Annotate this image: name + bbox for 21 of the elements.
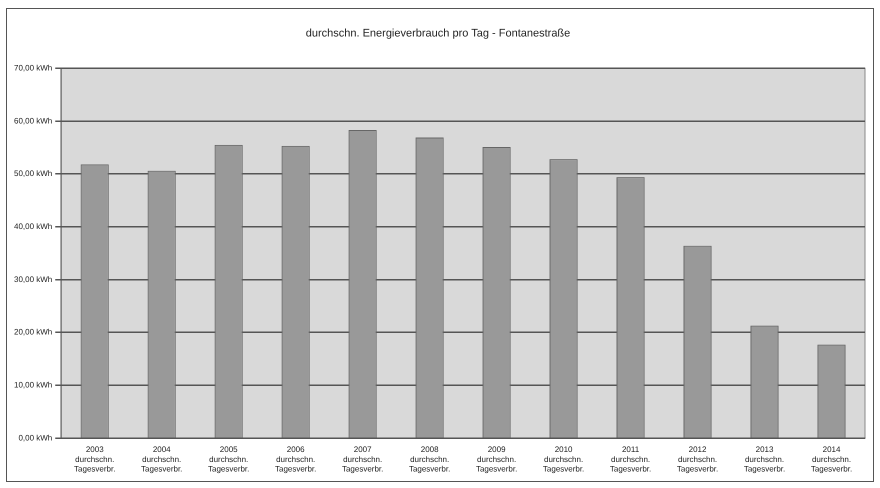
x-tick-label: 2005 durchschn. Tagesverbr. (208, 445, 250, 474)
y-tick-label: 70,00 kWh (14, 63, 52, 72)
x-tick-label: 2008 durchschn. Tagesverbr. (408, 445, 450, 474)
chart-title: durchschn. Energieverbrauch pro Tag - Fontanestraße (306, 28, 570, 40)
y-tick-label: 10,00 kWh (14, 380, 52, 390)
x-tick-label: 2004 durchschn. Tagesverbr. (141, 445, 182, 474)
x-tick-label: 2012 durchschn. Tagesverbr. (676, 445, 718, 474)
y-tick-label: 40,00 kWh (14, 222, 52, 231)
x-tick-label: 2007 durchschn. Tagesverbr. (342, 445, 384, 474)
x-tick-label: 2003 durchschn. Tagesverbr. (74, 445, 116, 474)
x-tick-label: 2010 durchschn. Tagesverbr. (542, 445, 584, 474)
y-tick-label: 50,00 kWh (14, 169, 52, 178)
y-tick-label: 0,00 kWh (18, 433, 52, 442)
x-tick-label: 2014 durchschn. Tagesverbr. (810, 445, 852, 474)
y-tick-label: 60,00 kWh (14, 116, 52, 126)
x-tick-label: 2009 durchschn. Tagesverbr. (476, 445, 518, 474)
y-tick-label: 30,00 kWh (14, 274, 52, 284)
x-tick-label: 2006 durchschn. Tagesverbr. (274, 445, 316, 474)
x-tick-label: 2011 durchschn. Tagesverbr. (610, 445, 652, 474)
y-tick-label: 20,00 kWh (14, 328, 52, 337)
x-tick-label: 2013 durchschn. Tagesverbr. (744, 445, 786, 474)
